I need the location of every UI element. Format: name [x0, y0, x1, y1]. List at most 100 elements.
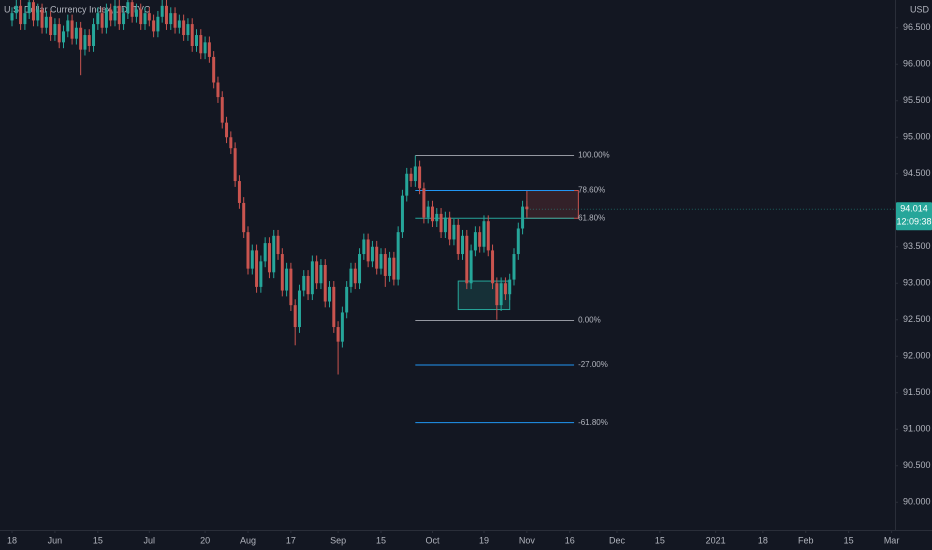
candle-body — [212, 56, 216, 83]
y-tick-label: 91.500 — [903, 387, 931, 397]
candle-body — [336, 327, 340, 342]
candle-body — [160, 5, 164, 17]
candle-body — [169, 13, 173, 25]
y-tick-label: 90.500 — [903, 460, 931, 470]
candle-body — [392, 257, 396, 280]
candle-body — [280, 254, 284, 291]
candle-body — [199, 35, 203, 54]
candle-body — [36, 9, 40, 21]
candle-body — [190, 24, 194, 46]
y-tick-label: 92.000 — [903, 351, 931, 361]
last-price-box — [896, 202, 932, 231]
candle-body — [14, 5, 18, 14]
candle-body — [70, 20, 74, 39]
candle-body — [79, 27, 83, 50]
candle-body — [405, 173, 409, 196]
candle-body — [242, 202, 246, 233]
candle-body — [40, 9, 44, 28]
candle-body — [143, 13, 147, 25]
candle-body — [203, 42, 207, 54]
candle-body — [74, 27, 78, 39]
candle-body — [439, 213, 443, 233]
candle-body — [302, 275, 306, 291]
candle-body — [130, 2, 134, 17]
candle-body — [156, 16, 160, 32]
candle-body — [435, 213, 439, 222]
x-tick-label: Mar — [884, 535, 900, 545]
candle-body — [109, 9, 113, 21]
candle-body — [486, 221, 490, 251]
candle-body — [27, 2, 31, 14]
y-tick-label: 93.500 — [903, 241, 931, 251]
candle-body — [263, 243, 267, 262]
candle-body — [443, 217, 447, 233]
candle-body — [482, 221, 486, 247]
x-tick-label: 20 — [200, 535, 210, 545]
candle-body — [310, 261, 314, 295]
fib-label: -27.00% — [578, 360, 608, 369]
candle-body — [66, 20, 70, 32]
x-tick-label: 19 — [479, 535, 489, 545]
candle-body — [396, 232, 400, 280]
currency-label: USD — [910, 4, 930, 14]
candle-body — [44, 16, 48, 28]
candle-body — [92, 24, 96, 46]
x-tick-label: 15 — [376, 535, 386, 545]
candle-body — [255, 250, 259, 287]
candle-body — [362, 239, 366, 255]
x-tick-label: 2021 — [706, 535, 726, 545]
candle-body — [229, 137, 233, 149]
candle-body — [319, 265, 323, 284]
candle-body — [503, 283, 507, 295]
x-tick-label: Aug — [240, 535, 256, 545]
y-tick-label: 95.500 — [903, 95, 931, 105]
x-tick-label: 15 — [655, 535, 665, 545]
x-tick-label: Feb — [798, 535, 814, 545]
y-tick-label: 93.000 — [903, 278, 931, 288]
fib-label: 61.80% — [578, 213, 605, 222]
candle-body — [164, 5, 168, 25]
candle-body — [297, 290, 301, 328]
candle-body — [332, 286, 336, 328]
candle-body — [23, 13, 27, 25]
candle-body — [508, 279, 512, 295]
zone-box — [526, 190, 579, 219]
candle-body — [448, 217, 452, 240]
candle-body — [182, 20, 186, 36]
y-tick-label: 96.000 — [903, 59, 931, 69]
candle-body — [328, 286, 332, 302]
x-tick-label: Sep — [330, 535, 346, 545]
candle-body — [422, 188, 426, 218]
x-tick-label: 17 — [286, 535, 296, 545]
candle-body — [126, 2, 130, 14]
y-tick-label: 91.000 — [903, 424, 931, 434]
candle-body — [521, 206, 525, 229]
x-tick-label: 18 — [7, 535, 17, 545]
candle-body — [375, 246, 379, 269]
candle-body — [225, 122, 229, 138]
candle-body — [315, 261, 319, 284]
candle-body — [117, 5, 121, 25]
candle-body — [345, 286, 349, 313]
last-price-label: 94.014 — [900, 204, 928, 214]
fib-label: -61.80% — [578, 418, 608, 427]
candle-body — [220, 97, 224, 123]
candle-body — [246, 232, 250, 269]
candle-body — [113, 5, 117, 21]
x-tick-label: 15 — [844, 535, 854, 545]
x-tick-label: Jun — [48, 535, 63, 545]
candle-body — [465, 235, 469, 284]
candle-body — [285, 268, 289, 291]
candle-body — [478, 232, 482, 247]
candle-body — [370, 246, 374, 262]
candle-body — [293, 305, 297, 328]
candle-body — [456, 224, 460, 255]
candle-body — [31, 2, 35, 21]
candle-body — [276, 235, 280, 255]
candle-body — [87, 35, 91, 46]
candle-body — [358, 254, 362, 284]
candle-body — [452, 224, 456, 240]
y-tick-label: 90.000 — [903, 497, 931, 507]
x-tick-label: Oct — [425, 535, 440, 545]
